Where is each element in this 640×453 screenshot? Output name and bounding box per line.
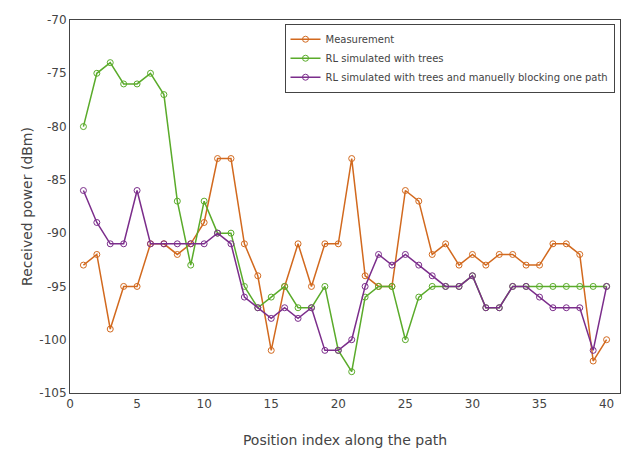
svg-text:-100: -100 xyxy=(39,333,66,347)
svg-text:Received power (dBm): Received power (dBm) xyxy=(19,127,35,286)
svg-text:20: 20 xyxy=(331,397,346,411)
svg-text:30: 30 xyxy=(465,397,480,411)
svg-text:-75: -75 xyxy=(47,66,67,80)
svg-text:0: 0 xyxy=(66,397,74,411)
svg-text:-85: -85 xyxy=(47,173,67,187)
svg-text:-105: -105 xyxy=(39,386,66,400)
svg-text:-95: -95 xyxy=(47,280,67,294)
svg-text:-80: -80 xyxy=(47,120,67,134)
svg-text:25: 25 xyxy=(398,397,413,411)
svg-text:Measurement: Measurement xyxy=(326,34,395,45)
svg-text:5: 5 xyxy=(133,397,141,411)
svg-text:35: 35 xyxy=(532,397,547,411)
svg-text:-70: -70 xyxy=(47,13,67,27)
svg-text:RL simulated with trees and ma: RL simulated with trees and manuelly blo… xyxy=(326,72,608,83)
svg-text:-90: -90 xyxy=(47,226,67,240)
svg-text:15: 15 xyxy=(264,397,279,411)
svg-text:10: 10 xyxy=(197,397,212,411)
svg-text:40: 40 xyxy=(599,397,614,411)
svg-text:RL simulated with trees: RL simulated with trees xyxy=(326,53,444,64)
svg-text:Position index along the path: Position index along the path xyxy=(243,432,447,448)
